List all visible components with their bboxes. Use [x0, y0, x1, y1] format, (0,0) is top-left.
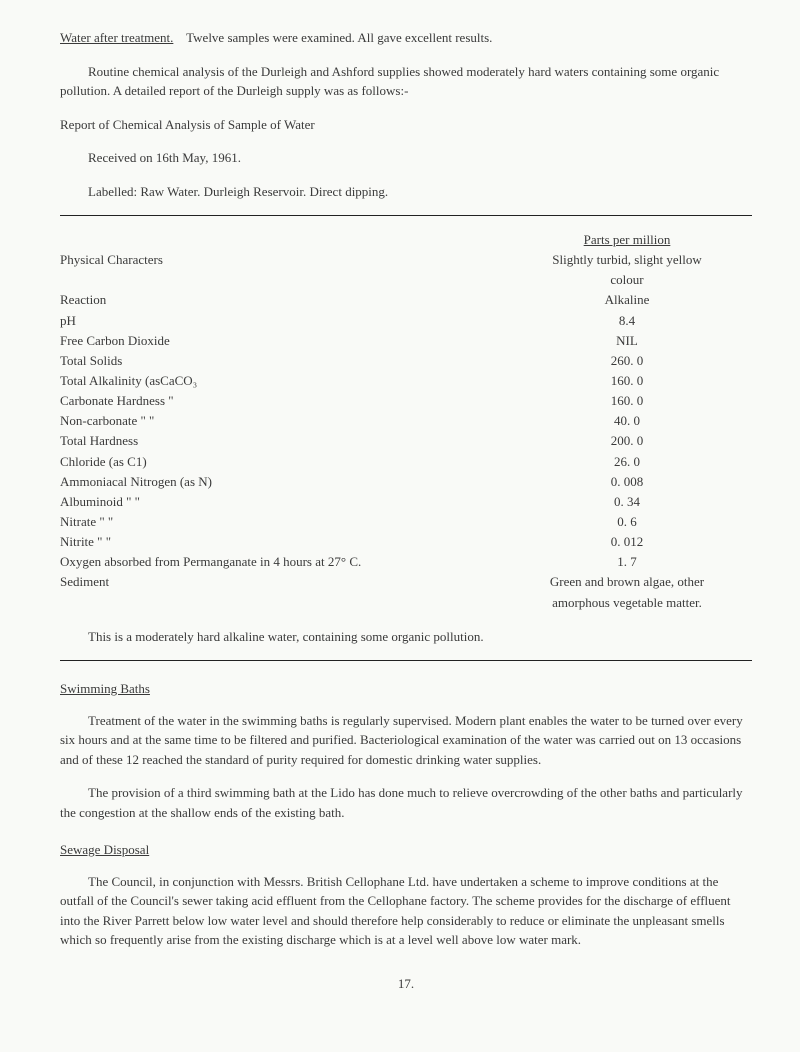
row-label: Ammoniacal Nitrogen (as N) — [60, 472, 502, 492]
physical-characters-val: Slightly turbid, slight yellow — [502, 250, 752, 270]
row-label: Nitrate " " — [60, 512, 502, 532]
row-value: 260. 0 — [502, 351, 752, 371]
row-label: Reaction — [60, 290, 502, 310]
received: Received on 16th May, 1961. — [60, 148, 752, 168]
row-value: 160. 0 — [502, 391, 752, 411]
swimming-p1: Treatment of the water in the swimming b… — [60, 711, 752, 770]
table-row: pH8.4 — [60, 311, 752, 331]
row-value: Alkaline — [502, 290, 752, 310]
sediment-row: Sediment Green and brown algae, other — [60, 572, 752, 592]
physical-characters-val2: colour — [502, 270, 752, 290]
row-label: Non-carbonate " " — [60, 411, 502, 431]
table-row: Ammoniacal Nitrogen (as N)0. 008 — [60, 472, 752, 492]
parts-per-million: Parts per million — [584, 232, 671, 247]
row-label: Total Solids — [60, 351, 502, 371]
sewage-p1: The Council, in conjunction with Messrs.… — [60, 872, 752, 950]
table-row: Total Solids260. 0 — [60, 351, 752, 371]
row-label: Carbonate Hardness " — [60, 391, 502, 411]
row-label: Oxygen absorbed from Permanganate in 4 h… — [60, 552, 502, 572]
row-value: 1. 7 — [502, 552, 752, 572]
table-row: Carbonate Hardness "160. 0 — [60, 391, 752, 411]
row-label: Chloride (as C1) — [60, 452, 502, 472]
row-value: 0. 012 — [502, 532, 752, 552]
report-title: Report of Chemical Analysis of Sample of… — [60, 115, 752, 135]
page: Water after treatment. Twelve samples we… — [0, 0, 800, 1013]
sewage-title: Sewage Disposal — [60, 840, 752, 860]
page-number: 17. — [60, 974, 752, 994]
routine-para: Routine chemical analysis of the Durleig… — [60, 62, 752, 101]
table-row: Total Hardness200. 0 — [60, 431, 752, 451]
row-value: 200. 0 — [502, 431, 752, 451]
labelled: Labelled: Raw Water. Durleigh Reservoir.… — [60, 182, 752, 202]
water-after-treatment-text: Twelve samples were examined. All gave e… — [186, 30, 492, 45]
sediment-label: Sediment — [60, 572, 502, 592]
row-label: Albuminoid " " — [60, 492, 502, 512]
sediment-val1: Green and brown algae, other — [502, 572, 752, 592]
rule-bottom — [60, 660, 752, 661]
header-row: Parts per million — [60, 230, 752, 250]
sediment-row2: amorphous vegetable matter. — [60, 593, 752, 613]
physical-characters-row: Physical Characters Slightly turbid, sli… — [60, 250, 752, 270]
row-value: 0. 34 — [502, 492, 752, 512]
row-label: pH — [60, 311, 502, 331]
row-value: 26. 0 — [502, 452, 752, 472]
table-row: Oxygen absorbed from Permanganate in 4 h… — [60, 552, 752, 572]
physical-characters-label: Physical Characters — [60, 250, 502, 270]
sediment-val2: amorphous vegetable matter. — [502, 593, 752, 613]
swimming-title: Swimming Baths — [60, 679, 752, 699]
row-label: Free Carbon Dioxide — [60, 331, 502, 351]
table-row: ReactionAlkaline — [60, 290, 752, 310]
closing: This is a moderately hard alkaline water… — [60, 627, 752, 647]
table-row: Nitrite " "0. 012 — [60, 532, 752, 552]
table-row: Chloride (as C1)26. 0 — [60, 452, 752, 472]
row-label: Nitrite " " — [60, 532, 502, 552]
water-after-treatment-label: Water after treatment. — [60, 30, 173, 45]
table-row: Free Carbon DioxideNIL — [60, 331, 752, 351]
swimming-p2: The provision of a third swimming bath a… — [60, 783, 752, 822]
rule-top — [60, 215, 752, 216]
row-value: 40. 0 — [502, 411, 752, 431]
row-value: 8.4 — [502, 311, 752, 331]
table-row: Nitrate " "0. 6 — [60, 512, 752, 532]
table-row: Albuminoid " "0. 34 — [60, 492, 752, 512]
water-after-treatment-line: Water after treatment. Twelve samples we… — [60, 28, 752, 48]
data-rows: ReactionAlkalinepH8.4Free Carbon Dioxide… — [60, 290, 752, 572]
physical-characters-row2: colour — [60, 270, 752, 290]
row-value: NIL — [502, 331, 752, 351]
row-value: 0. 6 — [502, 512, 752, 532]
table-row: Non-carbonate " "40. 0 — [60, 411, 752, 431]
row-label: Total Alkalinity (asCaCO₃ — [60, 371, 502, 391]
row-value: 160. 0 — [502, 371, 752, 391]
table-row: Total Alkalinity (asCaCO₃160. 0 — [60, 371, 752, 391]
row-label: Total Hardness — [60, 431, 502, 451]
row-value: 0. 008 — [502, 472, 752, 492]
